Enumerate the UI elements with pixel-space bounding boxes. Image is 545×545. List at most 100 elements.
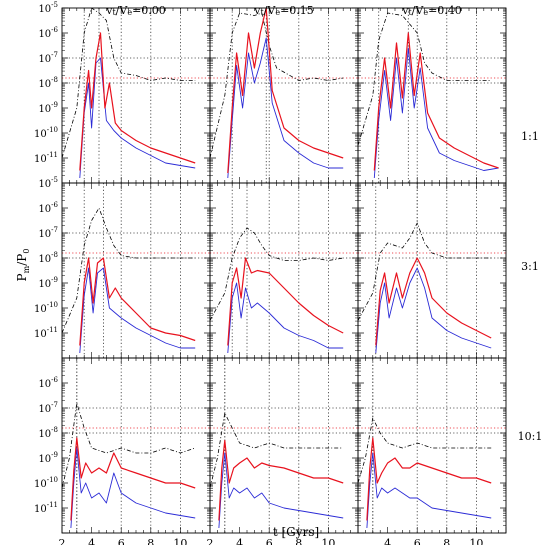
column-title-part: t: [112, 8, 116, 17]
y-tick-label: 10-6: [38, 376, 58, 390]
panel-grid-lines: [358, 358, 506, 533]
column-titles: vt/Ve=0.00 vt/Ve=0.15 vt/Ve=0.40: [105, 4, 462, 17]
column-title-2: vt/Ve=0.40: [401, 4, 462, 17]
x-tick-label: 8: [295, 537, 302, 545]
y-tick-label: 10-10: [34, 301, 58, 315]
series-blue: [218, 452, 344, 529]
y-tick-label: 10-8: [38, 426, 58, 440]
y-tick-label: 10-8: [38, 76, 58, 90]
y-tick-exp: -11: [47, 326, 58, 334]
series-black-dashdot: [358, 417, 492, 484]
series-blue: [227, 37, 344, 179]
x-tick-label: 8: [147, 537, 154, 545]
panel-frame: [61, 182, 211, 359]
y-tick-label: 10-6: [38, 26, 58, 40]
column-title-part: e: [275, 8, 280, 17]
series-black-dashdot: [210, 227, 344, 321]
y-tick-exp: -10: [47, 476, 58, 484]
y-tick-base: 10: [38, 179, 51, 190]
y-tick-exp: -11: [47, 501, 58, 509]
y-tick-label: 10-7: [38, 401, 58, 415]
y-tick-exp: -10: [47, 126, 58, 134]
y-tick-exp: -5: [51, 176, 58, 184]
x-tick-label: 2: [59, 537, 66, 545]
row-label-2: 10:1: [518, 430, 543, 443]
panel-series: [358, 12, 499, 179]
y-label-ref-sub: 0: [22, 249, 31, 254]
column-title-part: V: [414, 4, 424, 17]
panel-frame: [209, 7, 359, 184]
series-red: [227, 8, 344, 174]
panel-frame: [357, 182, 507, 359]
panel-r2-c2: [357, 357, 507, 534]
x-tick-label: 4: [384, 537, 391, 545]
series-red: [373, 32, 499, 171]
y-tick-exp: -9: [51, 451, 58, 459]
series-blue: [366, 452, 492, 529]
panel-series: [62, 402, 196, 529]
y-tick-base: 10: [38, 279, 51, 290]
column-title-part: /: [412, 4, 416, 17]
y-tick-base: 10: [38, 429, 51, 440]
column-title-part: v: [253, 4, 261, 17]
y-tick-exp: -5: [51, 1, 58, 9]
x-tick-label: 4: [236, 537, 243, 545]
y-tick-base: 10: [34, 329, 47, 340]
panel-series: [210, 227, 344, 354]
panel-r2-c0: [61, 357, 211, 534]
series-red: [227, 257, 344, 346]
y-tick-base: 10: [38, 379, 51, 390]
panel-grid-lines: [210, 358, 358, 533]
series-red: [366, 437, 492, 521]
series-blue: [79, 57, 196, 179]
column-title-part: t: [260, 8, 264, 17]
column-title-0: vt/Ve=0.00: [105, 4, 166, 17]
x-tick-label: 6: [414, 537, 421, 545]
y-label-sep: /: [15, 261, 29, 266]
y-tick-label: 10-5: [38, 1, 58, 15]
panel-series: [358, 417, 492, 529]
y-tick-base: 10: [38, 229, 51, 240]
y-tick-label: 10-11: [34, 151, 58, 165]
panel-series: [62, 207, 196, 354]
x-tick-label: 4: [88, 537, 95, 545]
y-tick-exp: -6: [51, 26, 58, 34]
y-tick-base: 10: [34, 304, 47, 315]
column-title-part: =0.00: [132, 4, 166, 17]
y-tick-exp: -8: [51, 251, 58, 259]
column-title-part: v: [105, 4, 113, 17]
y-tick-label: 10-5: [38, 176, 58, 190]
y-tick-exp: -8: [51, 76, 58, 84]
y-tick-base: 10: [38, 404, 51, 415]
y-tick-label: 10-10: [34, 476, 58, 490]
y-label-main-sub: m: [22, 265, 31, 273]
series-red: [375, 257, 492, 346]
column-title-part: e: [127, 8, 132, 17]
panel-series: [358, 222, 492, 354]
series-black-dashdot: [358, 222, 492, 321]
series-black-dashdot: [210, 412, 344, 489]
y-tick-exp: -9: [51, 101, 58, 109]
row-labels: 1:1 3:1 10:1: [518, 130, 543, 443]
series-red: [79, 32, 196, 171]
column-title-part: t: [408, 8, 412, 17]
panel-grid: [61, 7, 507, 534]
y-tick-exp: -10: [47, 301, 58, 309]
panel-r1-c2: [357, 182, 507, 359]
y-tick-base: 10: [38, 104, 51, 115]
x-tick-label: 8: [443, 537, 450, 545]
y-tick-label: 10-9: [38, 451, 58, 465]
panel-grid-lines: [62, 183, 210, 358]
series-black-dashdot: [62, 8, 196, 159]
panel-frame: [209, 182, 359, 359]
x-tick-label: 10: [321, 537, 335, 545]
y-tick-label: 10-11: [34, 501, 58, 515]
y-tick-label: 10-11: [34, 326, 58, 340]
x-tick-label: 6: [118, 537, 125, 545]
column-title-1: vt/Ve=0.15: [253, 4, 314, 17]
series-black-dashdot: [62, 207, 196, 334]
row-label-0: 1:1: [521, 130, 539, 143]
panel-r0-c0: [61, 7, 211, 184]
x-tick-label: 10: [173, 537, 187, 545]
